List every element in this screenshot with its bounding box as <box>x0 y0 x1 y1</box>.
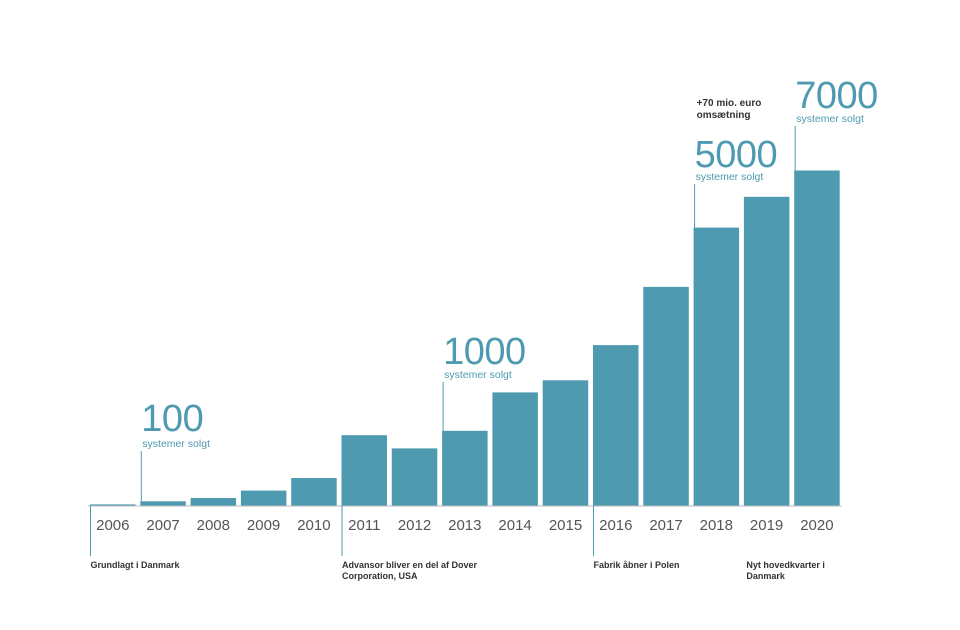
x-tick-label: 2006 <box>96 517 129 534</box>
x-tick-labels: 2006 2007 2008 2009 2010 2011 2012 2013 2014 2015… <box>96 517 833 534</box>
event-note: Grundlagt i Danmark <box>91 560 181 570</box>
milestone-caption: systemer solgt <box>696 171 764 183</box>
x-tick-label: 2012 <box>398 517 431 534</box>
x-tick-label: 2014 <box>498 517 531 534</box>
milestone-extra-note: omsætning <box>697 110 751 121</box>
event-note: Advansor bliver en del af Dover <box>342 560 478 570</box>
event-annotations: Grundlagt i Danmark Advansor bliver en de… <box>90 505 825 581</box>
bar-2017 <box>643 286 689 506</box>
milestone-caption: systemer solgt <box>444 369 512 381</box>
bar-2014 <box>492 392 538 506</box>
milestone-extra-note: +70 mio. euro <box>697 98 762 109</box>
x-tick-label: 2011 <box>348 517 380 534</box>
x-tick-label: 2009 <box>247 517 280 534</box>
event-2011: Advansor bliver en del af DoverCorporati… <box>341 505 478 581</box>
milestone-value: 7000 <box>795 75 878 117</box>
bar-2018 <box>693 227 740 506</box>
x-tick-label: 2013 <box>448 517 481 534</box>
x-tick-label: 2020 <box>800 517 833 534</box>
x-tick-label: 2008 <box>197 517 230 534</box>
bar-2006 <box>90 504 136 506</box>
milestone-value: 5000 <box>695 134 778 176</box>
x-tick-label: 2019 <box>750 517 783 534</box>
bar-2012 <box>391 448 438 506</box>
bar-2011 <box>341 435 387 506</box>
event-2016: Fabrik åbner i Polen <box>593 505 680 570</box>
milestone-caption: systemer solgt <box>142 438 210 450</box>
bars-group <box>90 170 840 506</box>
milestone-value: 100 <box>141 398 203 440</box>
bar-2007 <box>140 501 186 506</box>
x-tick-label: 2015 <box>549 517 582 534</box>
bar-2019 <box>743 196 790 506</box>
bar-2009 <box>240 490 287 506</box>
event-note: Fabrik åbner i Polen <box>594 560 680 570</box>
bar-2016 <box>593 345 639 506</box>
x-tick-label: 2017 <box>649 517 682 534</box>
x-tick-label: 2016 <box>599 517 632 534</box>
x-tick-label: 2007 <box>146 517 179 534</box>
bar-2020 <box>794 170 840 506</box>
event-note: Nyt hovedkvarter i <box>746 560 825 570</box>
event-2006: Grundlagt i Danmark <box>90 505 181 570</box>
milestone-caption: systemer solgt <box>796 113 864 125</box>
x-tick-label: 2018 <box>700 517 733 534</box>
bar-2008 <box>190 498 237 506</box>
event-note: Danmark <box>746 571 786 581</box>
event-note: Corporation, USA <box>342 571 418 581</box>
x-tick-label: 2010 <box>297 517 330 534</box>
bar-2013 <box>442 430 488 506</box>
bar-2010 <box>291 478 337 506</box>
bar-2015 <box>542 380 589 506</box>
milestone-value: 1000 <box>443 331 526 373</box>
